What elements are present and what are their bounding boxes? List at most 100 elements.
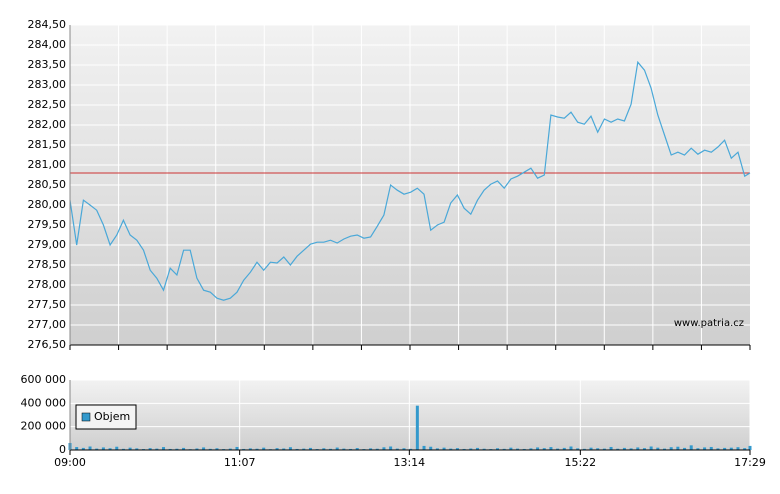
volume-bar [669,447,673,450]
volume-bar [449,448,453,450]
volume-bar [729,447,733,450]
volume-bar [235,446,239,450]
y-tick-label: 284,00 [28,38,67,51]
volume-bar [288,447,292,450]
volume-bar [349,448,353,450]
volume-bar [355,448,359,450]
volume-bar [128,447,132,450]
volume-bar [382,447,386,450]
legend-swatch [81,412,91,422]
volume-bar [202,447,206,450]
volume-bar [108,448,112,450]
y-tick-label: 276,50 [28,338,67,351]
volume-bar [375,448,379,450]
volume-bar [516,448,520,450]
chart-layer: 276,50 277,00 277,50 278,00 278,50 279,00 279,… [21,18,766,469]
volume-bar [509,447,513,450]
volume-bar [329,448,333,450]
volume-bar [709,446,713,450]
x-tick-label: 09:00 [54,456,86,469]
x-tick-label: 13:14 [393,456,425,469]
volume-bar [442,447,446,450]
y-tick-label: 281,50 [28,138,67,151]
legend-label: Objem [94,410,130,423]
price-line [69,60,751,301]
y-tick-label: 200 000 [21,420,67,433]
volume-bar [369,448,373,450]
y-tick-label: 277,00 [28,318,67,331]
volume-bar [736,447,740,450]
volume-bar [569,446,573,450]
volume-bar [275,448,279,450]
volume-bar [135,448,139,450]
volume-bar [101,447,105,450]
y-tick-label: 279,50 [28,218,67,231]
volume-bar [529,448,533,450]
volume-bar [295,448,299,450]
volume-bar [676,446,680,450]
y-tick-label: 281,00 [28,158,67,171]
volume-bar [562,447,566,450]
volume-bar [542,448,546,450]
volume-bar [148,448,152,450]
volume-bar [616,448,620,450]
volume-bar [482,448,486,450]
volume-bar [342,448,346,450]
y-tick-label: 277,50 [28,298,67,311]
volume-bar [248,448,252,450]
volume-bar [629,448,633,450]
volume-bar [395,448,399,450]
y-tick-label: 283,00 [28,78,67,91]
volume-bar [536,447,540,450]
volume-bar [155,448,159,450]
volume-bar [208,448,212,450]
volume-bar [422,445,426,450]
volume-bar [415,405,419,450]
volume-bar [703,447,707,450]
y-tick-label: 280,50 [28,178,67,191]
volume-bar [589,447,593,450]
volume-bar [596,448,600,450]
y-tick-label: 282,00 [28,118,67,131]
volume-bar [182,447,186,450]
volume-bar [262,447,266,450]
volume-bar [696,448,700,450]
volume-bar [435,448,439,450]
y-tick-label: 0 [59,443,66,456]
volume-bar [622,447,626,450]
volume-bar [302,448,306,450]
volume-bar [95,448,99,450]
volume-bar [455,448,459,450]
volume-bar [743,448,747,450]
volume-bar [242,448,246,450]
volume-bar [475,447,479,450]
volume-bar [409,448,413,450]
volume-bar [602,448,606,450]
volume-bar [609,446,613,450]
volume-bar [556,448,560,450]
volume-bar [75,447,79,450]
volume-bar [88,446,92,450]
volume-bar [162,447,166,450]
volume-bar [335,447,339,450]
volume-bar [255,448,259,450]
volume-bar [462,448,466,450]
y-tick-label: 280,00 [28,198,67,211]
volume-bar [549,447,553,450]
volume-bar [469,448,473,450]
volume-bar [228,448,232,450]
volume-bar [168,448,172,450]
volume-bar [496,448,500,450]
volume-bar [748,445,752,450]
volume-bar [429,446,433,450]
volume-bar [689,445,693,450]
volume-bar [308,447,312,450]
volume-bar [502,448,506,450]
volume-bar [716,448,720,450]
volume-bar [121,448,125,450]
x-tick-label: 11:07 [224,456,256,469]
volume-bar [282,448,286,450]
y-tick-label: 600 000 [21,373,67,386]
volume-bar [195,448,199,450]
